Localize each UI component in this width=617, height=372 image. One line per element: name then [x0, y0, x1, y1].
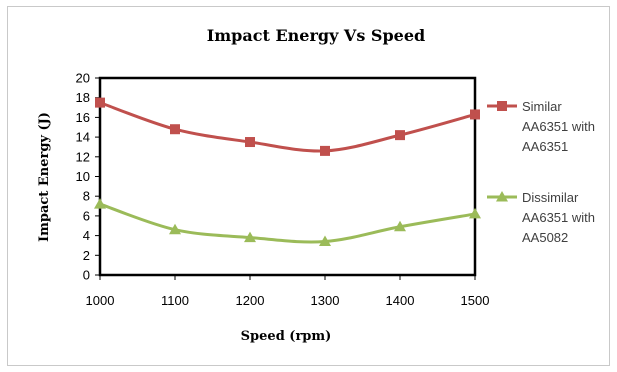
data-point-similar [320, 145, 330, 156]
legend-label-similar: AA6351 [522, 139, 568, 154]
legend-label-dissimilar: AA5082 [522, 230, 568, 245]
x-tick-label: 1100 [161, 293, 189, 308]
x-axis-title: Speed (rpm) [241, 329, 332, 344]
legend-label-similar: AA6351 with [522, 119, 595, 134]
data-point-similar [470, 109, 480, 120]
x-tick-label: 1300 [311, 293, 340, 308]
chart-title: Impact Energy Vs Speed [207, 26, 425, 45]
y-axis-title: Impact Energy (J) [37, 112, 52, 242]
data-point-dissimilar [244, 231, 256, 243]
y-tick-label: 0 [83, 268, 90, 283]
data-point-dissimilar [469, 207, 481, 219]
legend-label-similar: Similar [522, 99, 562, 114]
data-point-dissimilar [319, 235, 331, 247]
data-point-dissimilar [94, 198, 106, 209]
series-line-similar [99, 101, 476, 153]
y-tick-label: 14 [76, 130, 90, 145]
data-point-similar [245, 137, 255, 148]
series-line-dissimilar [99, 202, 476, 244]
x-tick-label: 1400 [386, 293, 415, 308]
data-point-similar [170, 124, 180, 135]
y-tick-label: 16 [76, 110, 90, 125]
y-tick-label: 4 [83, 228, 90, 243]
legend-swatch-marker-similar [497, 101, 507, 111]
x-tick-label: 1200 [236, 293, 265, 308]
legend-label-dissimilar: AA6351 with [522, 210, 595, 225]
y-tick-label: 2 [83, 248, 90, 263]
data-point-similar [395, 130, 405, 141]
legend-swatch-marker-dissimilar [496, 191, 508, 202]
y-tick-label: 8 [83, 189, 90, 204]
y-tick-label: 18 [76, 90, 90, 105]
x-tick-label: 1000 [86, 293, 115, 308]
chart-frame [7, 6, 610, 366]
plot-area-border [98, 76, 477, 277]
y-tick-label: 6 [83, 208, 90, 223]
y-tick-label: 12 [76, 149, 90, 164]
y-tick-label: 10 [76, 169, 90, 184]
data-point-similar [95, 97, 105, 108]
x-tick-label: 1500 [461, 293, 490, 308]
data-point-dissimilar [394, 220, 406, 232]
legend-label-dissimilar: Dissimilar [522, 190, 579, 205]
y-tick-label: 20 [76, 71, 90, 86]
data-point-dissimilar [169, 223, 181, 235]
